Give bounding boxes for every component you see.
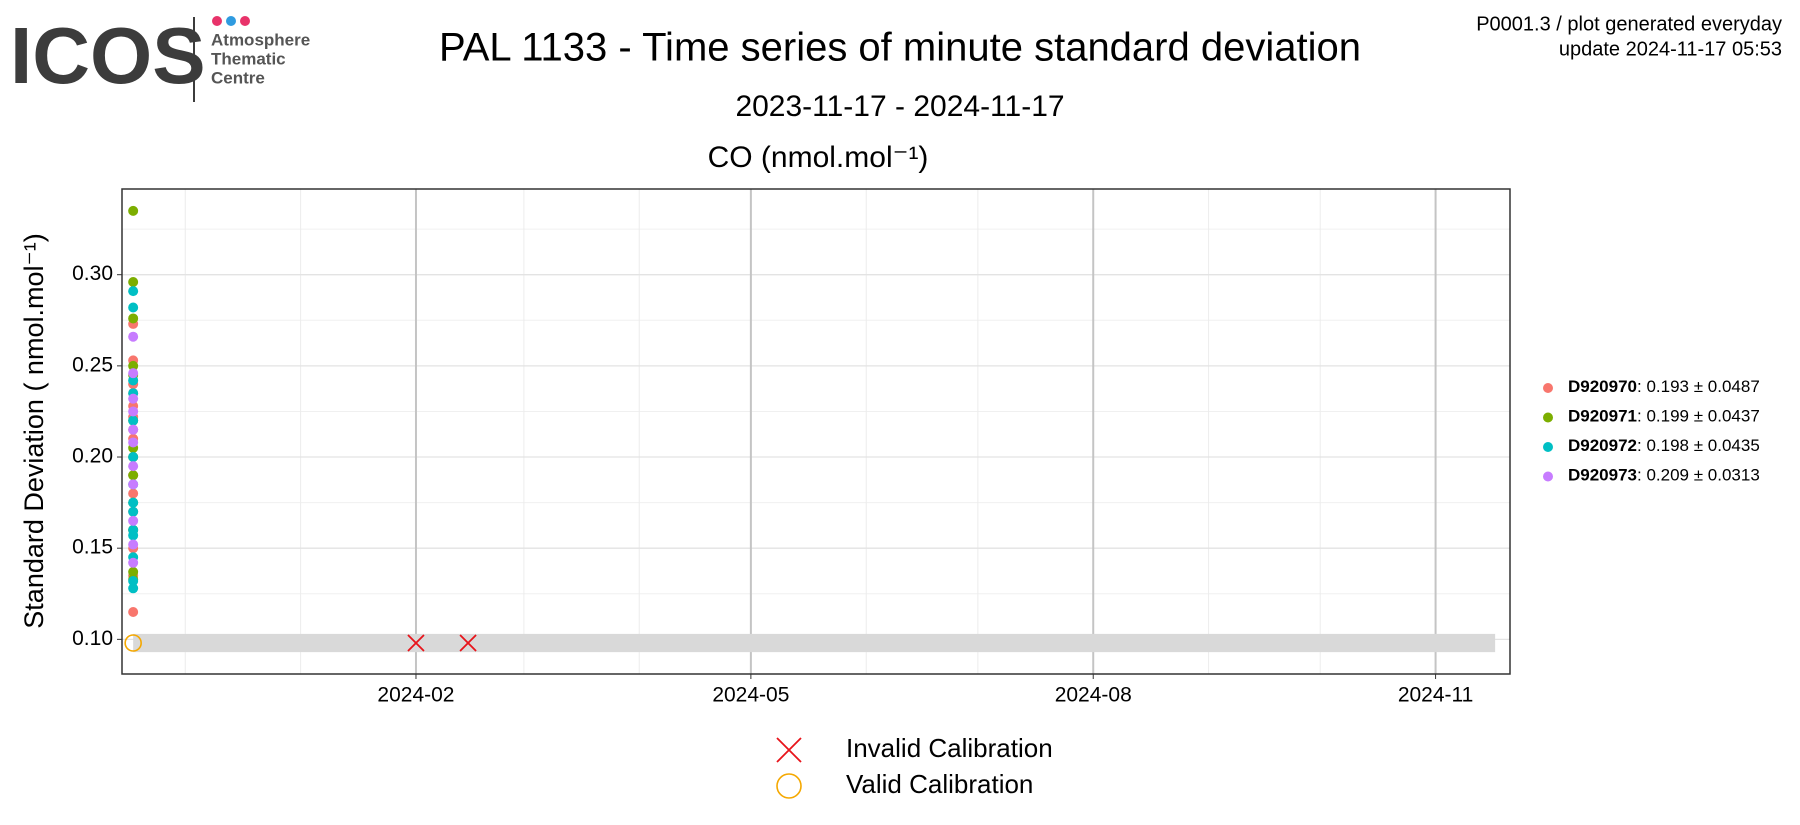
legend-name: D920971 xyxy=(1568,407,1637,426)
calibration-marker xyxy=(124,634,142,652)
note: update 2024-11-17 05:53 xyxy=(1559,38,1782,60)
legend-marker xyxy=(776,773,802,799)
legend-entry: D920971: 0.199 ± 0.0437 xyxy=(1568,407,1760,426)
range-band xyxy=(133,633,1496,653)
legend-entry: D920970: 0.193 ± 0.0487 xyxy=(1568,377,1760,396)
chart-subtitle: 2023-11-17 - 2024-11-17 xyxy=(735,90,1064,123)
legend-label: Valid Calibration xyxy=(846,769,1033,799)
data-point xyxy=(128,406,139,417)
legend-stats: : 0.209 ± 0.0313 xyxy=(1637,466,1760,485)
y-tick-label: 0.30 xyxy=(72,262,113,285)
data-point xyxy=(128,360,139,371)
note: P0001.3 / plot generated everyday xyxy=(1476,13,1782,35)
calibration-marker xyxy=(459,634,477,652)
legend-marker xyxy=(1543,471,1553,482)
data-point xyxy=(128,424,139,435)
data-point xyxy=(128,461,139,472)
logo-text: Centre xyxy=(211,68,265,87)
data-point xyxy=(128,506,139,517)
legend-marker xyxy=(1543,383,1553,393)
calibration-marker xyxy=(407,634,425,652)
y-tick-label: 0.10 xyxy=(72,627,113,650)
x-tick-label: 2024-05 xyxy=(712,684,789,707)
legend-entry: D920973: 0.209 ± 0.0313 xyxy=(1568,466,1760,485)
plot-frame xyxy=(121,188,1511,675)
logo-dot xyxy=(226,16,236,26)
logo-dot xyxy=(212,16,222,26)
logo: ICOS xyxy=(10,11,206,100)
y-tick-label: 0.25 xyxy=(72,353,113,376)
data-point xyxy=(128,566,139,577)
panel-title: CO (nmol.mol⁻¹) xyxy=(708,141,929,174)
x-tick-label: 2024-02 xyxy=(377,684,454,707)
data-point xyxy=(128,515,139,526)
logo-text: Atmosphere xyxy=(211,30,310,49)
data-point xyxy=(128,393,139,404)
data-point xyxy=(128,479,139,490)
data-point xyxy=(128,557,139,568)
x-tick-label: 2024-08 xyxy=(1055,684,1132,707)
legend-stats: : 0.193 ± 0.0487 xyxy=(1637,377,1760,396)
logo-text: Thematic xyxy=(211,49,286,68)
data-point xyxy=(128,583,139,594)
legend-marker xyxy=(776,737,802,763)
data-point xyxy=(128,368,139,379)
data-point xyxy=(128,470,139,481)
data-point xyxy=(128,313,139,324)
legend-stats: : 0.198 ± 0.0435 xyxy=(1637,436,1760,455)
chart-title: PAL 1133 - Time series of minute standar… xyxy=(439,26,1361,70)
y-tick-label: 0.20 xyxy=(72,445,113,468)
data-point xyxy=(128,205,139,216)
data-point xyxy=(128,530,139,541)
data-point xyxy=(128,375,139,386)
data-point xyxy=(128,607,139,618)
legend-stats: : 0.199 ± 0.0437 xyxy=(1637,407,1760,426)
data-point xyxy=(128,415,139,426)
legend-name: D920972 xyxy=(1568,436,1637,455)
legend-entry: D920972: 0.198 ± 0.0435 xyxy=(1568,436,1760,455)
y-axis-title: Standard Deviation ( nmol.mol⁻¹) xyxy=(19,233,49,628)
y-tick-label: 0.15 xyxy=(72,536,113,559)
data-point xyxy=(128,452,139,463)
legend-marker xyxy=(1543,412,1553,423)
data-point xyxy=(128,276,139,287)
data-point xyxy=(128,331,139,342)
legend-name: D920973 xyxy=(1568,466,1637,485)
logo-dot xyxy=(240,16,250,26)
legend-name: D920970 xyxy=(1568,377,1637,396)
data-point xyxy=(128,437,139,448)
data-point xyxy=(128,302,139,313)
data-point xyxy=(128,286,139,297)
data-point xyxy=(128,488,139,499)
x-tick-label: 2024-11 xyxy=(1398,684,1474,707)
legend-label: Invalid Calibration xyxy=(846,733,1053,763)
data-point xyxy=(128,576,139,587)
legend-marker xyxy=(1543,442,1553,452)
data-point xyxy=(128,539,139,550)
data-point xyxy=(128,497,139,508)
